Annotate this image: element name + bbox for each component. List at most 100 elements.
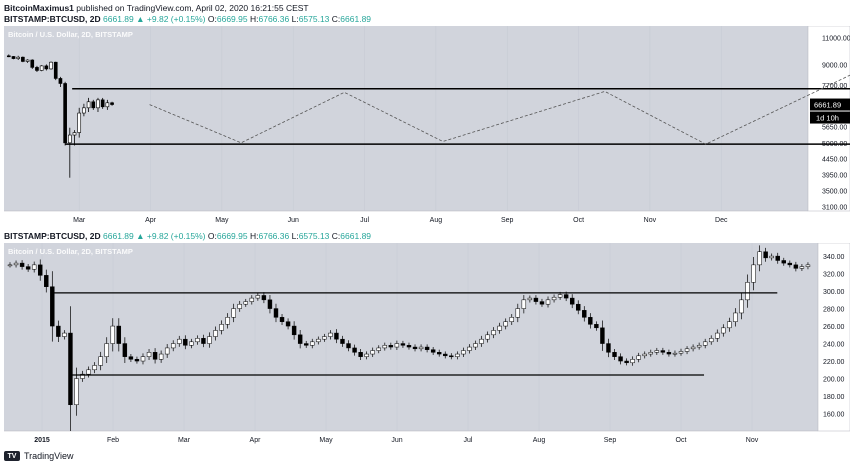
candle-body (497, 325, 502, 331)
x-tick-label-2: Jun (391, 437, 402, 444)
low-label: L: (291, 14, 299, 24)
candle (80, 370, 85, 382)
x-tick-label-1: Mar (73, 217, 86, 224)
candle-body (58, 78, 63, 84)
candle-body (98, 356, 103, 366)
candle (110, 318, 115, 352)
candle-body (74, 378, 79, 406)
candle-body (763, 251, 768, 259)
brand-name[interactable]: TradingView (24, 451, 74, 461)
candle-body (77, 112, 82, 133)
candle-body (21, 56, 25, 62)
tradingview-logo-icon[interactable]: TV (4, 451, 20, 461)
publisher-line: BitcoinMaximus1 published on TradingView… (4, 3, 309, 13)
high-value-2: 6766.36 (258, 231, 290, 241)
candle (44, 64, 49, 71)
candlestick-chart-1[interactable]: 11000.009000.007700.005650.005000.004450… (0, 25, 850, 228)
candle-body (279, 317, 285, 322)
candle-body (436, 352, 442, 355)
candle (303, 340, 309, 348)
publish-info: published on TradingView.com, April 02, … (76, 3, 309, 13)
candle-body (654, 350, 660, 353)
candle (430, 347, 436, 355)
candle-body (128, 356, 134, 360)
candle (62, 330, 67, 340)
candle (25, 59, 30, 63)
candle (267, 295, 273, 314)
candle (775, 252, 780, 264)
candle (751, 256, 756, 291)
candle (648, 349, 653, 357)
candle-body (201, 338, 206, 344)
candle-body (340, 338, 345, 344)
candle-body (158, 353, 164, 360)
candle-body (303, 343, 309, 346)
candle-body (11, 56, 16, 59)
candle-body (461, 350, 466, 355)
candle-body (727, 321, 732, 329)
candle-body (636, 355, 641, 360)
candlestick-chart-2[interactable]: 340.00 320.00 300.00 280.00 260.00 240.00 220.… (0, 242, 850, 448)
candle (654, 347, 660, 355)
candle (479, 335, 484, 347)
candle-body (328, 332, 333, 337)
candle (702, 338, 708, 349)
candle (630, 356, 635, 366)
candle (588, 313, 593, 329)
candle-body (67, 134, 72, 144)
candle (527, 295, 533, 303)
plot-area-2 (4, 243, 818, 431)
candle (213, 326, 218, 341)
symbol-label: BITSTAMP:BTCUSD, 2D (4, 14, 101, 24)
candle (58, 76, 63, 87)
candle (105, 99, 110, 110)
candle (86, 97, 91, 112)
candle-body (473, 343, 478, 348)
candle (53, 61, 58, 81)
candle-body (400, 343, 406, 346)
candle-body (406, 345, 412, 348)
candle (91, 99, 96, 110)
candle (715, 329, 720, 342)
candle (721, 324, 726, 337)
candle-body (72, 132, 77, 136)
candle (316, 336, 321, 345)
author-name[interactable]: BitcoinMaximus1 (4, 3, 74, 13)
chart-2-title: Bitcoin / U.S. Dollar, 2D, BITSTAMP (8, 247, 133, 256)
candle-body (53, 61, 58, 79)
candle (503, 318, 508, 330)
chart-panel-1[interactable]: 11000.009000.007700.005650.005000.004450… (0, 25, 850, 228)
candle-body (666, 352, 672, 355)
candle-body (171, 343, 176, 349)
candle (158, 350, 164, 363)
quote-line-2: BITSTAMP:BTCUSD, 2D 6661.89 ▲ +9.82 (+0.… (4, 231, 371, 241)
candle-body (116, 325, 122, 344)
candle (13, 260, 19, 268)
candle (521, 295, 527, 314)
candle (96, 97, 100, 112)
y-tick-label-2: 340.00 (823, 254, 845, 261)
y-tick-label-1: 5650.00 (822, 125, 847, 132)
candle-body (370, 350, 375, 355)
candle (122, 337, 128, 364)
candle-body (376, 347, 381, 351)
candle (279, 314, 285, 325)
candle-body (576, 303, 581, 311)
candle (225, 313, 230, 329)
candle (642, 351, 647, 359)
candle (56, 320, 61, 342)
chart-panel-2[interactable]: 340.00 320.00 300.00 280.00 260.00 240.00 220.… (0, 242, 850, 448)
candle (805, 262, 811, 270)
y-tick-label-1: 9000.00 (822, 62, 847, 69)
close-label: C: (331, 14, 341, 24)
candle (49, 61, 53, 70)
candle (39, 65, 44, 72)
candle-body (255, 295, 261, 299)
candle-body (346, 343, 351, 349)
candle (509, 314, 514, 325)
candle-body (25, 266, 31, 270)
candle-body (721, 327, 726, 334)
candle-body (799, 266, 805, 269)
open-value-2: 6669.95 (216, 231, 248, 241)
last-price-2: 6661.89 (103, 231, 134, 241)
